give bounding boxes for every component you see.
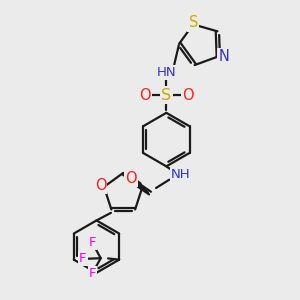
Text: F: F <box>89 267 96 280</box>
Text: S: S <box>188 15 198 30</box>
Text: F: F <box>89 236 96 249</box>
Text: N: N <box>218 49 229 64</box>
Text: O: O <box>125 171 137 186</box>
Text: S: S <box>161 88 171 103</box>
Text: O: O <box>94 178 106 193</box>
Text: O: O <box>139 88 151 103</box>
Text: F: F <box>79 252 87 265</box>
Text: HN: HN <box>157 66 176 79</box>
Text: NH: NH <box>171 168 190 181</box>
Text: O: O <box>182 88 194 103</box>
